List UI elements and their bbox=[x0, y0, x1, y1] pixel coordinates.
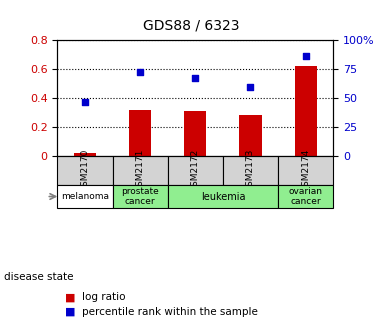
Bar bbox=[184, 111, 206, 156]
Bar bbox=[113, 185, 168, 208]
Text: prostate
cancer: prostate cancer bbox=[121, 187, 159, 206]
Text: GDS88 / 6323: GDS88 / 6323 bbox=[143, 18, 240, 32]
Bar bbox=[168, 156, 223, 185]
Point bbox=[137, 69, 143, 74]
Bar bbox=[129, 110, 151, 156]
Text: log ratio: log ratio bbox=[82, 292, 126, 302]
Point bbox=[82, 99, 88, 104]
Bar bbox=[57, 156, 113, 185]
Text: GSM2173: GSM2173 bbox=[246, 149, 255, 192]
Bar bbox=[223, 156, 278, 185]
Text: ■: ■ bbox=[65, 292, 75, 302]
Point bbox=[303, 54, 309, 59]
Point bbox=[192, 76, 198, 81]
Text: ovarian
cancer: ovarian cancer bbox=[289, 187, 322, 206]
Bar bbox=[57, 185, 113, 208]
Bar bbox=[168, 185, 278, 208]
Point bbox=[247, 84, 254, 89]
Text: disease state: disease state bbox=[4, 272, 73, 282]
Bar bbox=[278, 185, 333, 208]
Bar bbox=[295, 66, 317, 156]
Text: GSM2174: GSM2174 bbox=[301, 149, 310, 192]
Bar bbox=[239, 115, 262, 156]
Text: ■: ■ bbox=[65, 307, 75, 317]
Bar bbox=[113, 156, 168, 185]
Text: leukemia: leukemia bbox=[201, 192, 245, 202]
Text: GSM2170: GSM2170 bbox=[80, 149, 90, 192]
Bar bbox=[74, 153, 96, 156]
Bar bbox=[278, 156, 333, 185]
Text: GSM2171: GSM2171 bbox=[136, 149, 145, 192]
Text: percentile rank within the sample: percentile rank within the sample bbox=[82, 307, 258, 317]
Text: melanoma: melanoma bbox=[61, 192, 109, 201]
Text: GSM2172: GSM2172 bbox=[191, 149, 200, 192]
